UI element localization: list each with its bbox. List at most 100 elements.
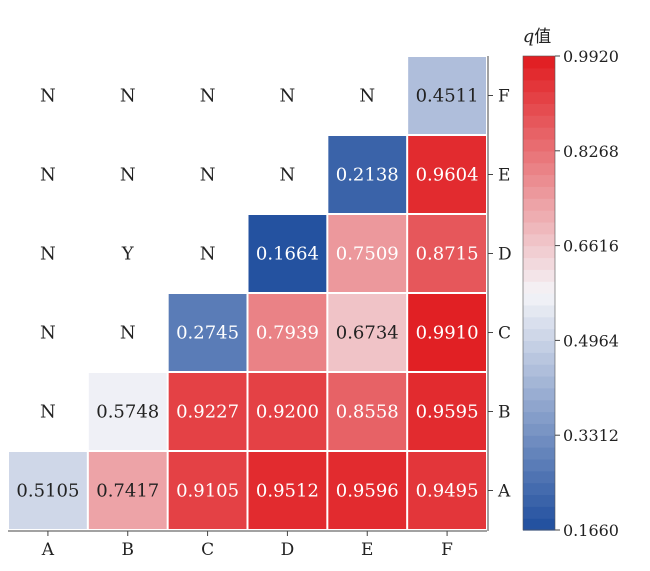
- colorbar-segment: [523, 435, 555, 448]
- cell-marker-label: N: [120, 165, 136, 186]
- colorbar-segment: [523, 293, 555, 306]
- heatmap-cell: [328, 373, 407, 450]
- colorbar-title-suffix: 值: [534, 27, 551, 47]
- colorbar-segment: [523, 482, 555, 496]
- colorbar-tick-label: 0.1660: [563, 521, 619, 540]
- x-tick-label: A: [41, 540, 55, 560]
- cell-marker-label: N: [200, 165, 216, 186]
- heatmap-cell: [88, 452, 167, 529]
- cell-value-label: 0.5748: [96, 402, 159, 423]
- colorbar-segment: [523, 257, 555, 270]
- heatmap-cell: [408, 136, 486, 213]
- colorbar-segment: [523, 423, 555, 436]
- cell-value-label: 0.8715: [416, 244, 479, 265]
- colorbar-segment: [523, 281, 555, 294]
- colorbar-segment: [523, 150, 555, 164]
- y-tick-label: C: [498, 324, 511, 344]
- colorbar-segment: [523, 233, 555, 247]
- colorbar-segment: [523, 210, 555, 223]
- cell-value-label: 0.8558: [336, 402, 399, 423]
- colorbar-segment: [523, 269, 555, 282]
- cell-value-label: 0.6734: [336, 323, 399, 344]
- heatmap-cell: [408, 373, 486, 450]
- cell-value-label: 0.9596: [336, 481, 399, 502]
- heatmap-cells: 0.5105 0.7417 0.9105 0.9512 0.9596 0.9495 N 0.5…: [9, 57, 486, 529]
- cell-marker-label: N: [40, 244, 56, 265]
- heatmap-cell: [408, 215, 486, 292]
- heatmap-cell: [88, 373, 167, 450]
- colorbar-segment: [523, 221, 555, 235]
- cell-value-label: 0.9604: [416, 165, 479, 186]
- heatmap-cell: [248, 294, 327, 371]
- heatmap-cell: [168, 452, 247, 529]
- colorbar-segment: [523, 56, 555, 69]
- cell-marker-label: N: [40, 165, 56, 186]
- colorbar-segment: [523, 411, 555, 424]
- cell-marker-label: N: [40, 402, 56, 423]
- colorbar-title-symbol: q: [523, 26, 535, 47]
- cell-value-label: 0.5105: [16, 481, 79, 502]
- x-tick-label: B: [122, 540, 135, 560]
- cell-value-label: 0.7509: [336, 244, 399, 265]
- cell-value-label: 0.4511: [416, 86, 479, 107]
- colorbar-segment: [523, 115, 555, 128]
- colorbar-segment: [523, 506, 555, 519]
- colorbar-segment: [523, 518, 555, 531]
- colorbar-segment: [523, 162, 555, 176]
- colorbar-segment: [523, 470, 555, 484]
- heatmap-cell: [408, 452, 486, 529]
- colorbar-segment: [523, 245, 555, 259]
- colorbar-segment: [523, 340, 555, 353]
- colorbar-segment: [523, 447, 555, 460]
- cell-marker-label: N: [280, 86, 296, 107]
- heatmap-cell: [248, 373, 327, 450]
- cell-marker-label: N: [200, 244, 216, 265]
- heatmap-cell: [248, 215, 327, 292]
- cell-value-label: 0.9910: [416, 323, 479, 344]
- y-tick-label: A: [497, 482, 511, 502]
- colorbar-segment: [523, 316, 555, 330]
- cell-marker-label: N: [40, 323, 56, 344]
- colorbar-segment: [523, 91, 555, 104]
- x-tick-label: D: [281, 540, 295, 560]
- colorbar-segment: [523, 67, 555, 81]
- heatmap-cell: [408, 294, 486, 371]
- cell-marker-label: N: [120, 323, 136, 344]
- cell-value-label: 0.2138: [336, 165, 399, 186]
- cell-value-label: 0.1664: [256, 244, 319, 265]
- colorbar-tick-label: 0.4964: [563, 331, 619, 350]
- cell-value-label: 0.9227: [176, 402, 239, 423]
- heatmap-cell: [168, 294, 247, 371]
- x-tick-label: C: [201, 540, 214, 560]
- cell-value-label: 0.2745: [176, 323, 239, 344]
- y-tick-label: B: [498, 403, 511, 423]
- colorbar-tick-label: 0.6616: [563, 237, 619, 256]
- colorbar-segment: [523, 127, 555, 140]
- heatmap-cell: [168, 373, 247, 450]
- heatmap-cell: [328, 294, 407, 371]
- colorbar-segment: [523, 352, 555, 365]
- cell-value-label: 0.9200: [256, 402, 319, 423]
- colorbar-title: q值: [523, 26, 552, 47]
- cell-marker-label: N: [40, 86, 56, 107]
- y-tick-label: D: [498, 245, 512, 265]
- colorbar-segment: [523, 198, 555, 211]
- colorbar-tick-label: 0.8268: [563, 142, 619, 161]
- colorbar-segment: [523, 174, 555, 187]
- colorbar-segment: [523, 79, 555, 93]
- colorbar-segment: [523, 103, 555, 116]
- y-tick-label: E: [498, 166, 510, 186]
- heatmap-cell: [9, 452, 87, 529]
- heatmap-cell: [328, 215, 407, 292]
- colorbar-tick-label: 0.9920: [563, 47, 619, 66]
- axes: A B C D E F A B C D E F: [8, 56, 512, 560]
- heatmap-cell: [248, 452, 327, 529]
- heatmap-cell: [328, 452, 407, 529]
- x-tick-label: E: [361, 540, 373, 560]
- colorbar-segment: [523, 186, 555, 199]
- colorbar-tick-label: 0.3312: [563, 426, 619, 445]
- colorbar-segment: [523, 328, 555, 341]
- cell-value-label: 0.9595: [416, 402, 479, 423]
- cell-value-label: 0.7939: [256, 323, 319, 344]
- colorbar-segment: [523, 494, 555, 507]
